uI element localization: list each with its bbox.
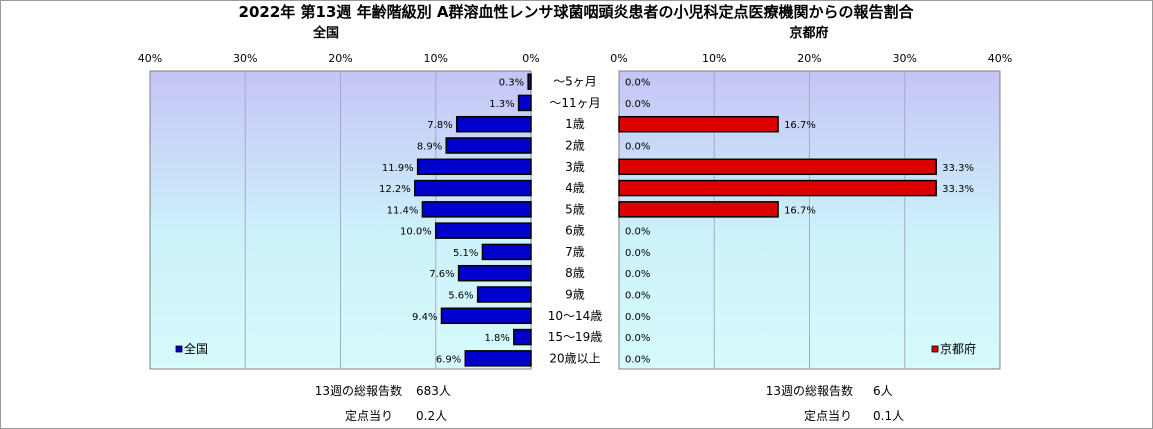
left-bar (513, 328, 532, 346)
chart-title: 2022年 第13週 年齢階級別 A群溶血性レンサ球菌咽頭炎患者の小児科定点医療… (239, 3, 915, 21)
right-legend-swatch (931, 345, 939, 353)
right-data-label: 0.0% (625, 312, 650, 323)
right-chart-title: 京都府 (789, 25, 828, 41)
left-data-label: 9.4% (412, 312, 437, 323)
left-total-label: 13週の総報告数 (315, 383, 402, 398)
left-chart-title: 全国 (312, 25, 339, 41)
left-bar (527, 73, 532, 90)
category-label: ～11ヶ月 (549, 96, 600, 110)
left-bar (476, 286, 532, 303)
left-bar (416, 158, 532, 176)
right-tick-label: 20% (797, 52, 821, 65)
right-data-label: 0.0% (625, 291, 650, 302)
left-tick-label: 20% (328, 52, 352, 65)
right-legend: 京都府 (931, 341, 976, 356)
left-data-label: 1.3% (489, 99, 514, 110)
category-label: 1歳 (565, 117, 585, 131)
left-bar (445, 137, 532, 154)
right-total-value: 6人 (873, 384, 893, 398)
right-data-label: 0.0% (625, 248, 650, 259)
left-data-label: 12.2% (379, 184, 411, 195)
category-label: 7歳 (565, 245, 585, 259)
right-bar (618, 115, 779, 133)
left-data-label: 0.3% (499, 78, 524, 89)
category-label: 6歳 (565, 224, 585, 238)
right-data-label: 0.0% (625, 78, 650, 89)
left-data-label: 11.4% (387, 205, 419, 216)
left-legend-label: 全国 (184, 341, 208, 356)
left-data-label: 5.1% (453, 248, 478, 259)
category-label: 5歳 (565, 202, 585, 216)
left-bar (517, 94, 532, 112)
right-tick-label: 0% (610, 52, 627, 65)
category-label: 8歳 (565, 266, 585, 280)
right-tick-label: 10% (702, 52, 726, 65)
right-data-label: 16.7% (784, 120, 816, 131)
left-bar (464, 350, 532, 367)
left-bar (421, 201, 532, 218)
left-tick-label: 30% (233, 52, 257, 65)
left-per-value: 0.2人 (416, 409, 447, 423)
right-tick-label: 40% (988, 52, 1012, 65)
category-label: ～5ヶ月 (553, 75, 597, 89)
category-label: 9歳 (565, 288, 585, 302)
left-data-label: 7.8% (427, 120, 452, 131)
category-label: 3歳 (565, 160, 585, 174)
left-data-label: 10.0% (400, 227, 432, 238)
left-bar (414, 179, 532, 197)
left-data-label: 7.6% (429, 269, 454, 280)
left-legend: 全国 (175, 341, 208, 356)
left-bar (455, 115, 532, 133)
left-tick-label: 40% (138, 52, 162, 65)
left-total-value: 683人 (416, 384, 451, 398)
right-data-label: 0.0% (625, 142, 650, 153)
right-bar (618, 179, 937, 197)
left-bar (481, 243, 532, 261)
right-data-label: 33.3% (942, 184, 974, 195)
right-total-label: 13週の総報告数 (766, 383, 853, 398)
right-data-label: 33.3% (942, 163, 974, 174)
left-bar (435, 222, 532, 239)
category-label: 4歳 (565, 181, 585, 195)
right-tick-label: 30% (893, 52, 917, 65)
left-legend-swatch (175, 345, 183, 353)
right-data-label: 0.0% (625, 333, 650, 344)
category-label: 2歳 (565, 139, 585, 153)
right-per-label: 定点当り (804, 408, 852, 423)
left-tick-label: 0% (522, 52, 539, 65)
right-legend-label: 京都府 (940, 341, 976, 356)
right-per-value: 0.1人 (873, 409, 904, 423)
category-label: 10～14歳 (548, 309, 603, 323)
right-data-label: 0.0% (625, 99, 650, 110)
right-data-label: 16.7% (784, 205, 816, 216)
left-data-label: 11.9% (382, 163, 414, 174)
left-bar (457, 264, 532, 282)
left-data-label: 6.9% (436, 354, 461, 365)
left-tick-label: 10% (424, 52, 448, 65)
right-data-label: 0.0% (625, 354, 650, 365)
right-bar (618, 158, 937, 176)
left-data-label: 8.9% (417, 142, 442, 153)
category-label: 20歳以上 (549, 351, 600, 365)
left-bar (440, 307, 532, 325)
right-bar (618, 201, 779, 218)
left-per-label: 定点当り (345, 408, 393, 423)
category-label: 15～19歳 (548, 330, 603, 344)
right-data-label: 0.0% (625, 227, 650, 238)
left-data-label: 5.6% (448, 291, 473, 302)
left-data-label: 1.8% (484, 333, 509, 344)
right-data-label: 0.0% (625, 269, 650, 280)
